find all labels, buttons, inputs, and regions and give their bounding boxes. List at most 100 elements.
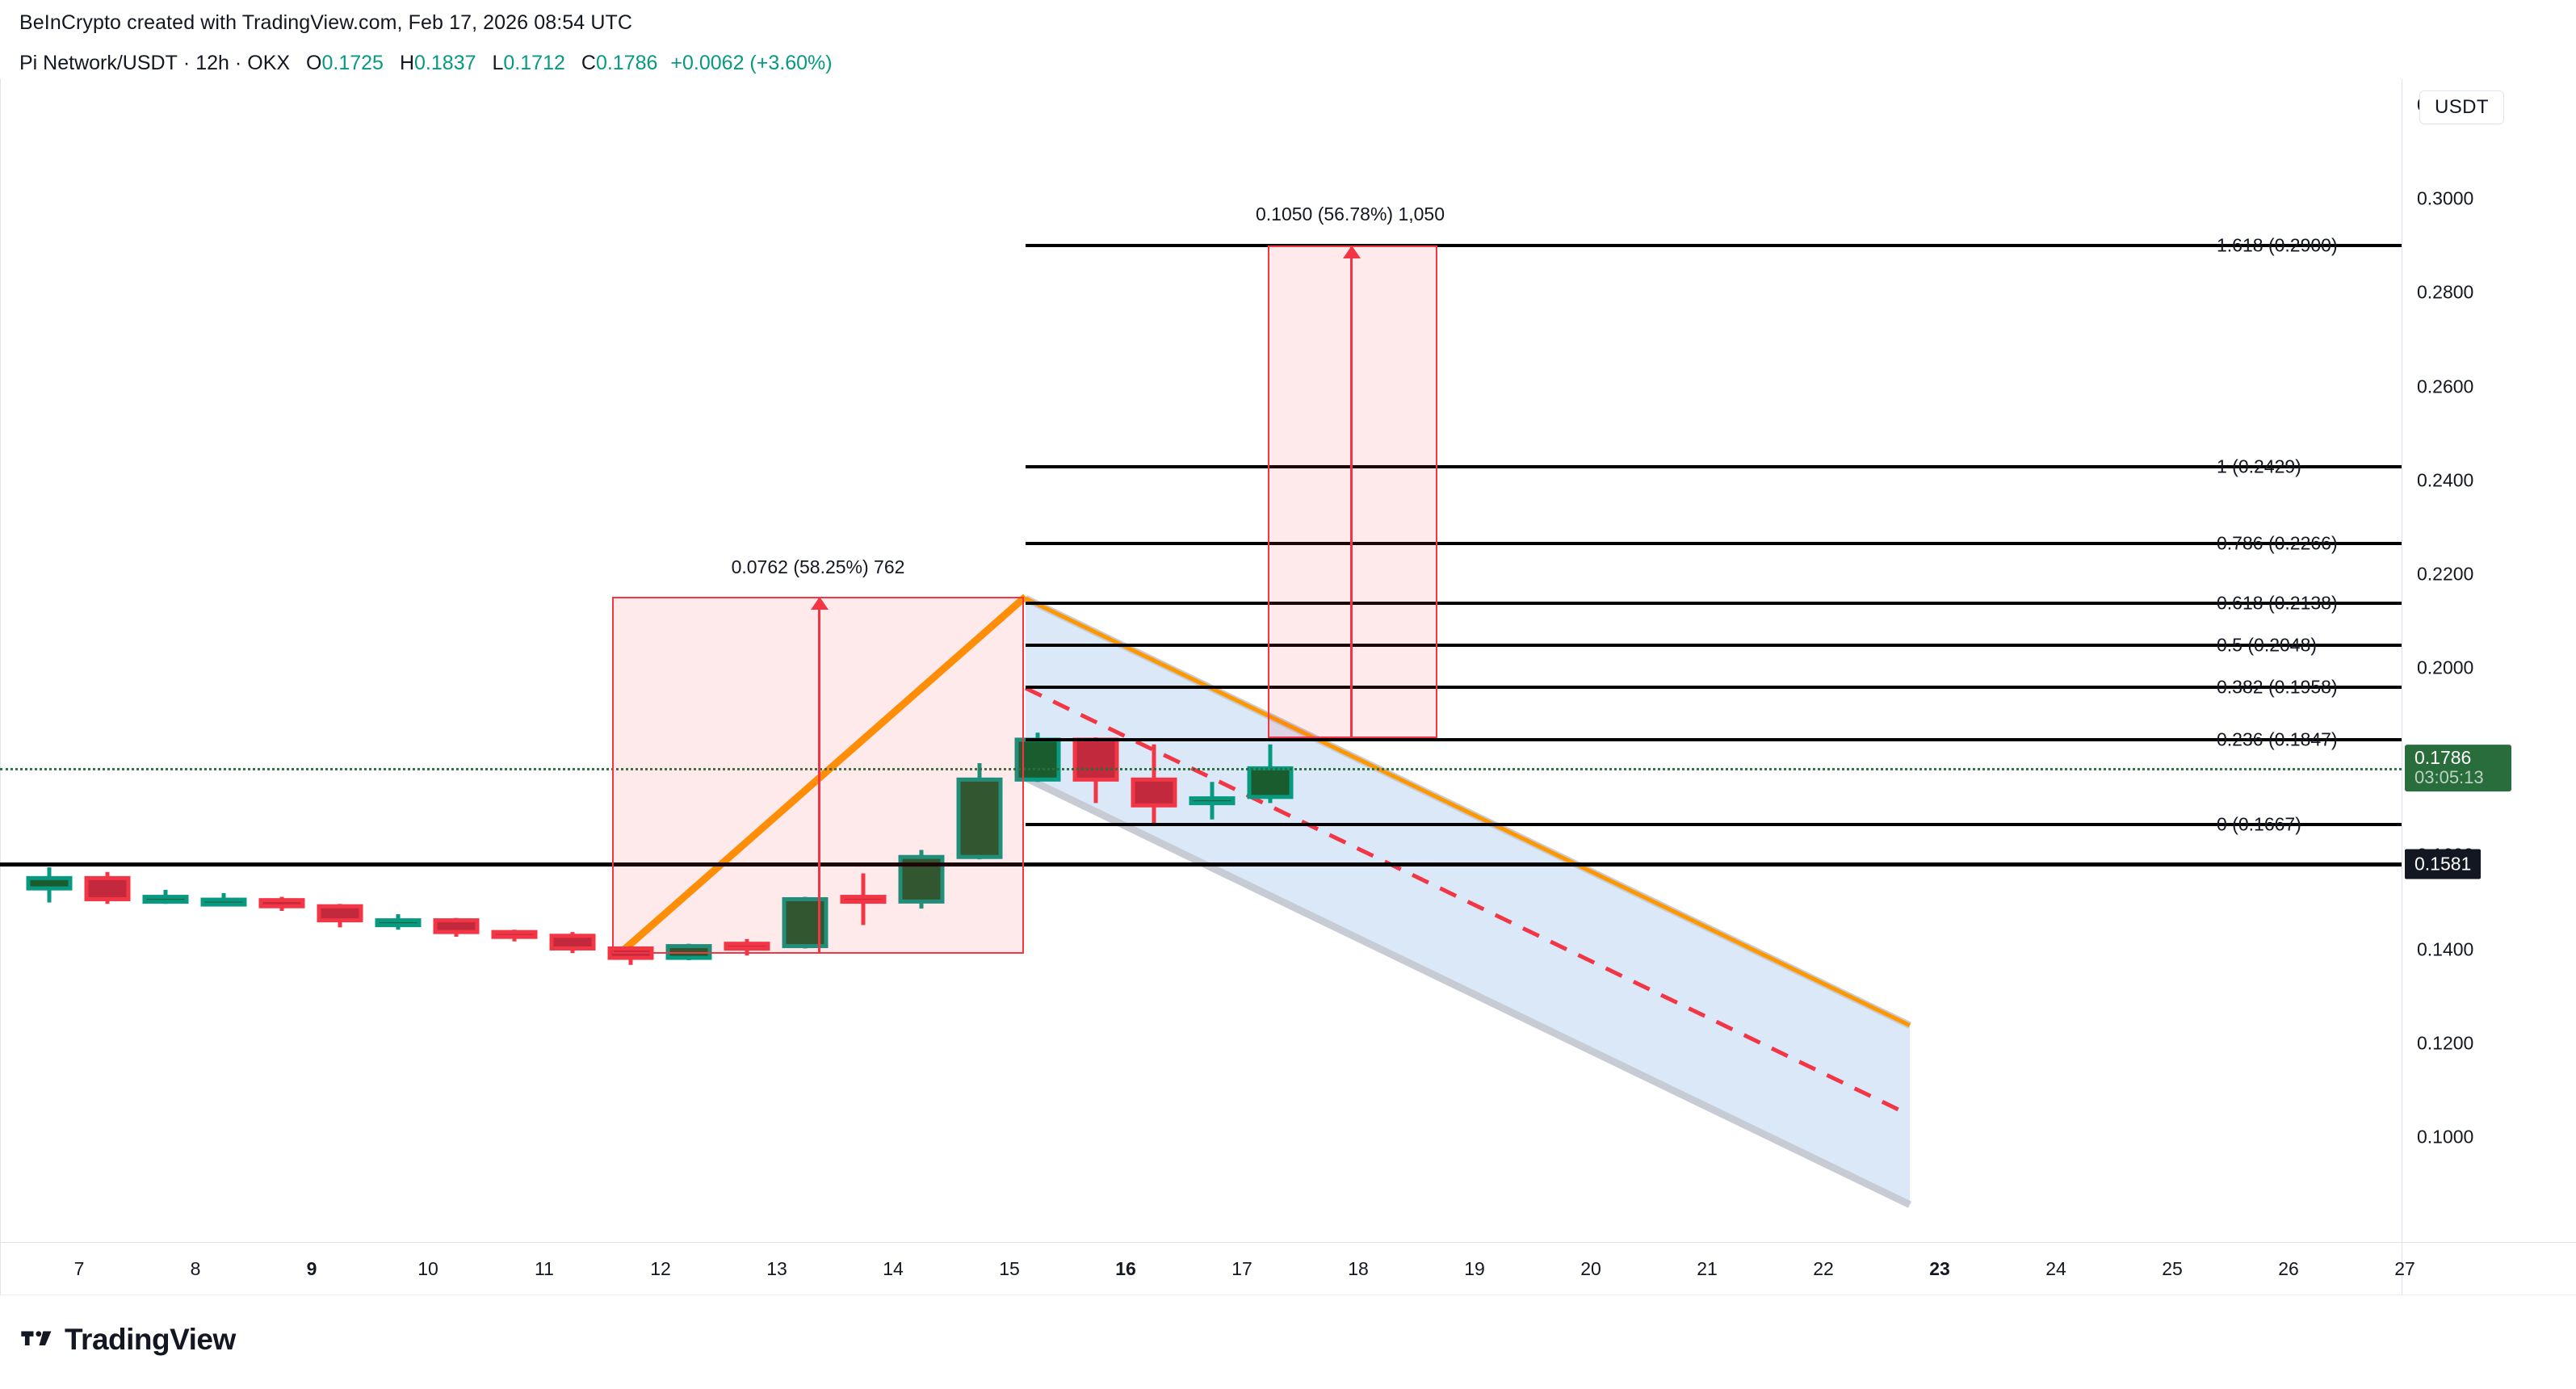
candle-up[interactable] [142, 895, 189, 904]
legend-low: L0.1712 [493, 52, 565, 75]
price-axis[interactable]: 0.32000.30000.28000.26000.24000.22000.20… [2402, 79, 2576, 1242]
price-chart-plot[interactable] [0, 79, 2402, 1242]
price-axis-tick: 0.3000 [2417, 187, 2474, 209]
candle-down[interactable] [433, 918, 480, 934]
currency-badge[interactable]: USDT [2419, 90, 2504, 124]
time-axis-tick: 25 [2162, 1258, 2183, 1279]
legend-high: H0.1837 [400, 52, 476, 75]
time-axis-tick: 20 [1580, 1258, 1601, 1279]
position-arrow-head [1343, 245, 1361, 259]
candle-up[interactable] [26, 875, 73, 891]
time-axis-tick: 22 [1813, 1258, 1834, 1279]
time-axis-tick: 26 [2278, 1258, 2299, 1279]
time-axis-tick: 18 [1348, 1258, 1369, 1279]
legend-open-value: 0.1725 [321, 52, 384, 74]
time-axis-tick: 14 [883, 1258, 904, 1279]
candle-down[interactable] [317, 904, 363, 923]
time-axis-tick: 7 [73, 1258, 85, 1279]
attribution-text: BeInCrypto created with TradingView.com,… [19, 11, 633, 34]
time-axis-tick: 13 [766, 1258, 787, 1279]
fib-level-line[interactable] [1026, 464, 2402, 468]
support-line[interactable] [0, 862, 2402, 867]
legend-close: C0.1786 [581, 52, 658, 75]
plot-left-border [0, 79, 1, 1242]
bar-countdown: 03:05:13 [2414, 766, 2484, 787]
fib-level-line[interactable] [1026, 686, 2402, 690]
fib-level-line[interactable] [1026, 601, 2402, 605]
fib-level-line[interactable] [1026, 737, 2402, 741]
position-target-arrow [1350, 245, 1353, 739]
support-price-tag[interactable]: 0.1581 [2405, 849, 2482, 879]
time-axis-tick: 9 [306, 1258, 317, 1279]
position-target-arrow [818, 596, 820, 955]
candle-down[interactable] [1072, 737, 1119, 782]
position-arrow-head [811, 596, 829, 610]
candle-up[interactable] [1189, 796, 1236, 806]
time-axis-tick: 21 [1697, 1258, 1718, 1279]
fib-level-label: 0 (0.1667) [2217, 813, 2301, 835]
legend-interval[interactable]: 12h [195, 52, 229, 74]
legend-symbol[interactable]: Pi Network/USDT [19, 52, 178, 74]
legend-separator-2: · [234, 52, 242, 74]
fib-level-label: 0.382 (0.1958) [2217, 676, 2338, 698]
legend-high-value: 0.1837 [414, 52, 476, 74]
legend-low-value: 0.1712 [503, 52, 565, 74]
legend-separator-1: · [183, 52, 191, 74]
time-axis[interactable]: 7 8 9 10 11 12 13 14 15 16 17 18 19 20 21 22 23 24 25 26 [0, 1242, 2402, 1295]
candle-up[interactable] [956, 777, 1003, 859]
uptrend-line[interactable] [613, 594, 1028, 960]
legend-low-label: L [492, 52, 504, 74]
time-axis-tick: 16 [1115, 1258, 1136, 1279]
price-axis-tick: 0.1200 [2417, 1032, 2474, 1054]
current-price-dotted-line [0, 768, 2402, 771]
channel-lower-border[interactable] [1024, 774, 1911, 1208]
fib-level-label: 0.5 (0.2048) [2217, 634, 2318, 656]
candle-up[interactable] [200, 897, 247, 907]
candle-down[interactable] [724, 942, 770, 951]
parallel-channel-fill[interactable] [1026, 598, 1910, 1205]
candle-down[interactable] [1131, 777, 1177, 808]
price-axis-tick: 0.2800 [2417, 281, 2474, 303]
chart-legend: Pi Network/USDT · 12h · OKX O0.1725 H0.1… [19, 52, 833, 75]
fib-level-line[interactable] [1026, 644, 2402, 648]
candle-up[interactable] [1247, 766, 1294, 799]
legend-open: O0.1725 [306, 52, 384, 75]
candle-down[interactable] [549, 934, 596, 950]
time-axis-tick: 17 [1231, 1258, 1252, 1279]
candle-up[interactable] [665, 944, 712, 960]
legend-close-label: C [581, 52, 596, 74]
price-axis-tick: 0.2600 [2417, 376, 2474, 397]
legend-change: +0.0062 (+3.60%) [670, 52, 833, 74]
candle-down[interactable] [491, 929, 538, 939]
price-axis-tick: 0.1000 [2417, 1126, 2474, 1148]
fib-level-line[interactable] [1026, 541, 2402, 545]
fib-level-line[interactable] [1026, 822, 2402, 826]
time-axis-tick: 23 [1929, 1258, 1950, 1279]
legend-exchange[interactable]: OKX [247, 52, 291, 74]
candle-down[interactable] [840, 895, 887, 904]
fib-level-label: 1.618 (0.2900) [2217, 234, 2338, 256]
candle-down[interactable] [84, 875, 131, 901]
candle-up[interactable] [375, 918, 422, 928]
time-axis-tick: 10 [417, 1258, 438, 1279]
long-position-box[interactable] [1268, 245, 1437, 739]
price-axis-tick: 0.2400 [2417, 469, 2474, 491]
time-axis-right-pad: 27 [2394, 1242, 2576, 1295]
fib-level-label: 0.236 (0.1847) [2217, 728, 2338, 750]
price-axis-tick: 0.2200 [2417, 563, 2474, 585]
legend-open-label: O [306, 52, 322, 74]
legend-high-label: H [399, 52, 415, 74]
fib-level-line[interactable] [1026, 244, 2402, 248]
time-axis-tick: 24 [2045, 1258, 2066, 1279]
candle-down[interactable] [258, 898, 305, 909]
current-price-value: 0.1786 [2414, 747, 2472, 769]
current-price-tag[interactable]: 0.1786 03:05:13 [2405, 745, 2511, 792]
downtrend-line[interactable] [1024, 596, 1911, 1027]
price-axis-tick: 0.2000 [2417, 657, 2474, 678]
time-axis-tick: 15 [999, 1258, 1020, 1279]
channel-midline[interactable] [1024, 686, 1911, 1117]
position-profit-label: 0.1050 (56.78%) 1,050 [1255, 203, 1445, 225]
time-axis-tick: 8 [190, 1258, 201, 1279]
time-axis-tick: 27 [2394, 1258, 2415, 1279]
